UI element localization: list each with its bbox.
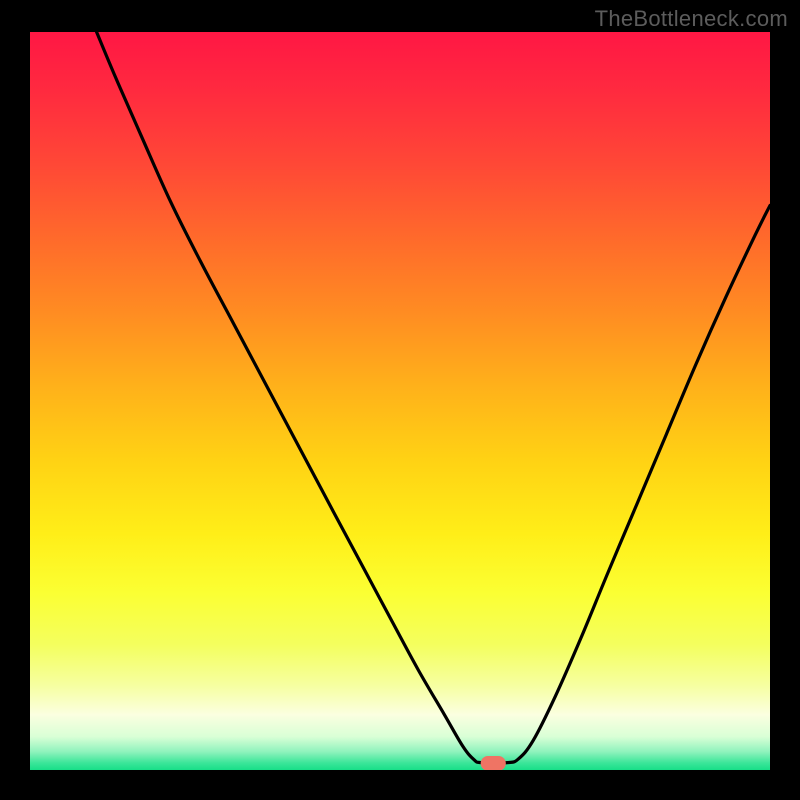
minimum-marker [481, 756, 506, 770]
gradient-background [30, 32, 770, 770]
plot-area [30, 32, 770, 770]
bottleneck-curve-chart [30, 32, 770, 770]
chart-stage: TheBottleneck.com [0, 0, 800, 800]
watermark-text: TheBottleneck.com [595, 6, 788, 32]
